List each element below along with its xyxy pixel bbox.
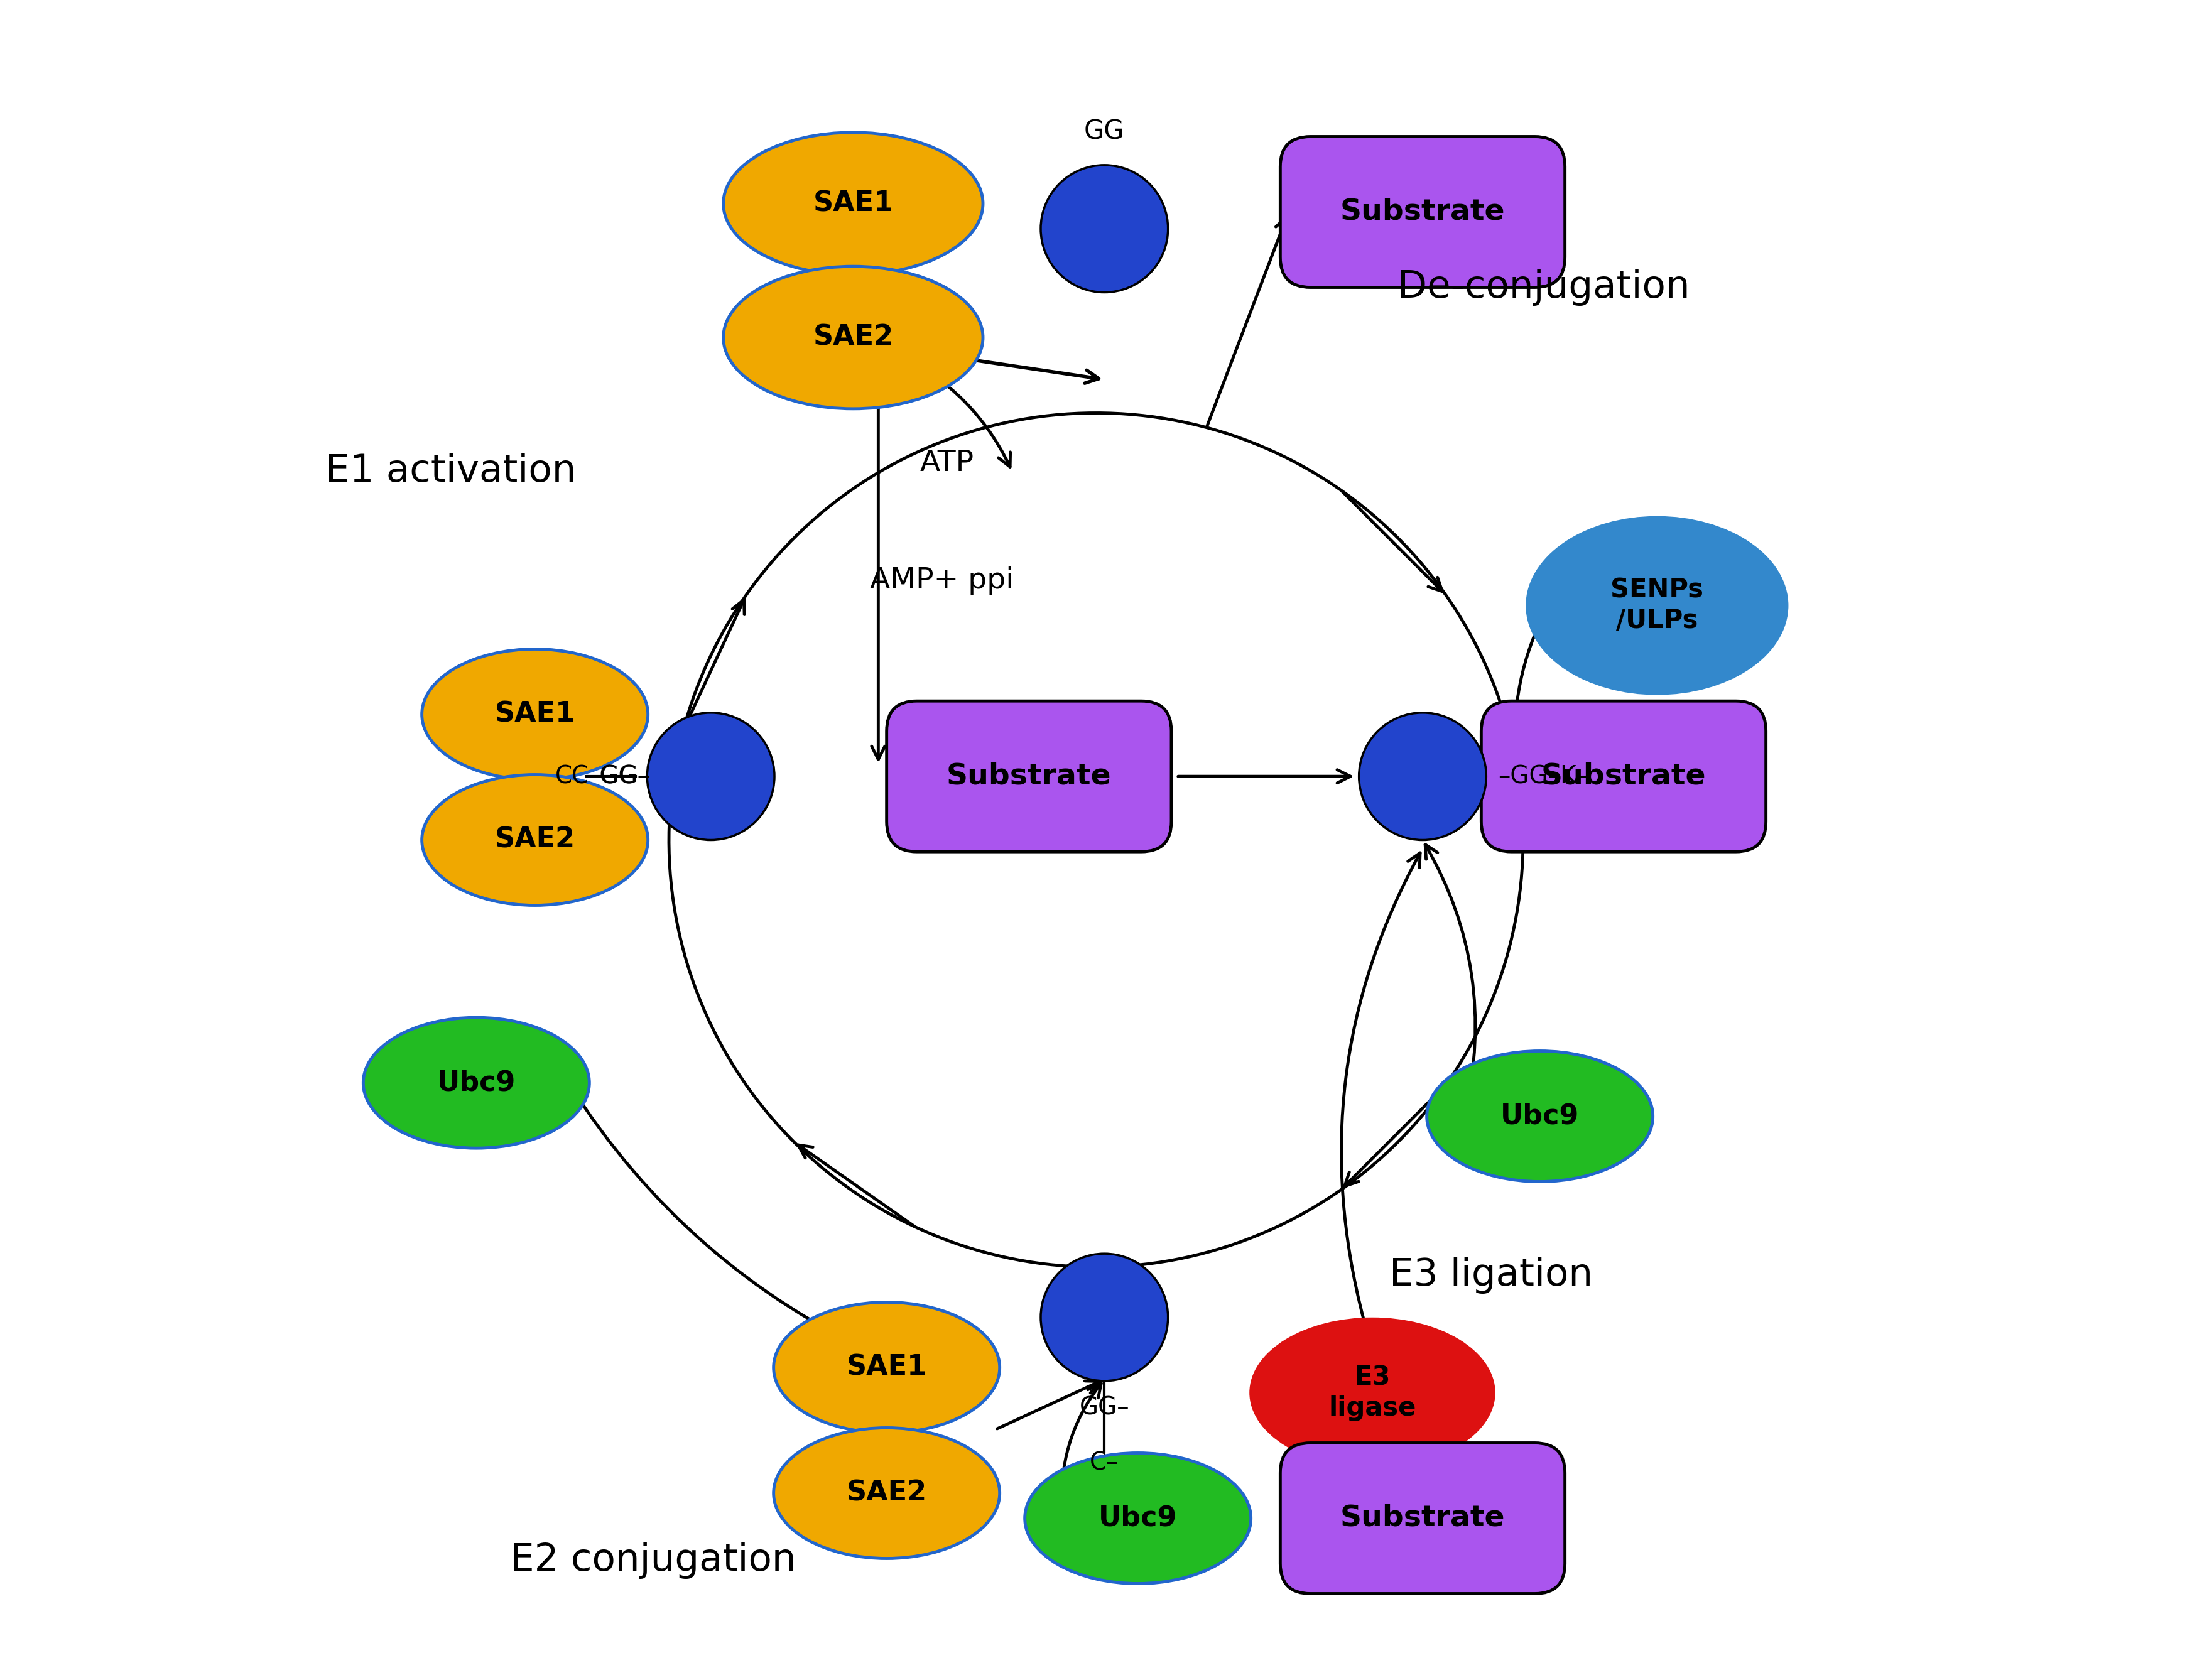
Text: SAE1: SAE1 [846,1354,927,1381]
Ellipse shape [364,1018,590,1147]
Text: ATP: ATP [921,449,973,477]
Text: –GG–K–: –GG–K– [1497,764,1589,788]
Text: E3 ligation: E3 ligation [1390,1257,1594,1294]
Text: GG: GG [1085,119,1124,144]
Circle shape [1359,712,1486,840]
Text: C: C [555,764,572,788]
FancyBboxPatch shape [1482,701,1767,852]
Circle shape [1041,165,1168,292]
Ellipse shape [421,648,649,780]
FancyBboxPatch shape [1280,1443,1565,1594]
Text: E2 conjugation: E2 conjugation [511,1542,796,1579]
Ellipse shape [1528,517,1786,694]
Text: SAE2: SAE2 [495,827,574,853]
Text: C–: C– [1089,1452,1118,1475]
Text: Ubc9: Ubc9 [436,1070,515,1097]
Text: Substrate: Substrate [1541,763,1705,791]
Text: SAE1: SAE1 [813,190,894,217]
Text: GG–: GG– [1078,1396,1129,1420]
Ellipse shape [723,267,982,408]
Circle shape [647,712,774,840]
Ellipse shape [421,774,649,906]
Text: SAE2: SAE2 [813,324,894,351]
Text: Ubc9: Ubc9 [1502,1102,1578,1131]
Circle shape [1041,1253,1168,1381]
Text: SAE2: SAE2 [846,1480,927,1507]
FancyBboxPatch shape [1280,136,1565,287]
Ellipse shape [774,1302,1000,1433]
Text: E3
ligase: E3 ligase [1328,1364,1416,1421]
Ellipse shape [1252,1319,1493,1467]
Ellipse shape [723,133,982,276]
Ellipse shape [774,1428,1000,1559]
Text: SAE1: SAE1 [495,701,574,727]
Text: Ubc9: Ubc9 [1098,1505,1177,1532]
Ellipse shape [1026,1453,1252,1584]
Text: De-conjugation: De-conjugation [1398,269,1690,306]
Text: AMP+ ppi: AMP+ ppi [870,566,1015,595]
Text: E1 activation: E1 activation [327,454,576,491]
Text: Substrate: Substrate [1339,1504,1506,1532]
Text: SENPs
/ULPs: SENPs /ULPs [1611,578,1703,633]
Text: Substrate: Substrate [1339,198,1506,227]
FancyBboxPatch shape [886,701,1171,852]
Ellipse shape [1427,1052,1653,1181]
Text: C–GG–: C–GG– [572,764,651,788]
Text: Substrate: Substrate [947,763,1111,791]
Text: –GG–: –GG– [587,764,649,788]
